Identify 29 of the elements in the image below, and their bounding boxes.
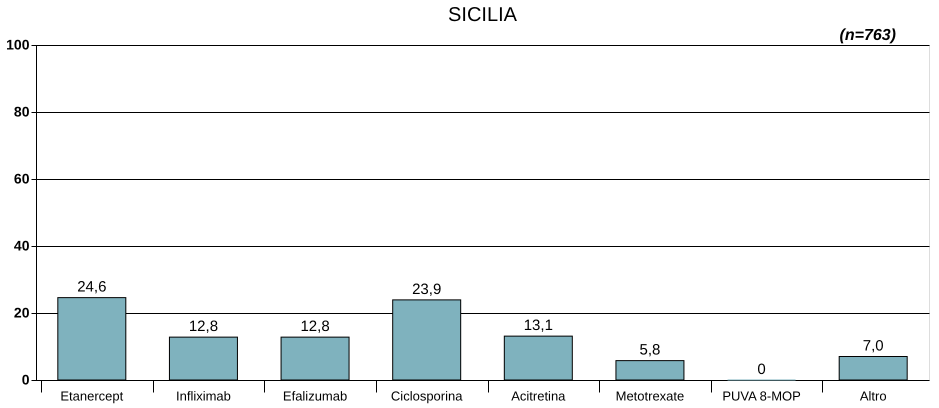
x-tick-label: Efalizumab	[282, 388, 348, 404]
data-label: 24,6	[77, 278, 106, 296]
bar	[168, 336, 238, 380]
x-tick-label: Metotrexate	[616, 388, 684, 404]
x-tick-label: PUVA 8-MOP	[722, 388, 801, 404]
data-label: 12,8	[188, 318, 218, 336]
data-label: 12,8	[300, 318, 330, 336]
y-tick-label: 20	[14, 304, 30, 320]
x-tick-label: Ciclosporina	[390, 388, 464, 404]
bar	[838, 356, 908, 380]
y-tick-label: 100	[6, 36, 30, 52]
data-label: 13,1	[524, 317, 553, 334]
bar	[504, 336, 573, 380]
data-label: 23,9	[412, 280, 442, 298]
data-label: 0	[757, 361, 766, 378]
y-tick-label: 80	[14, 104, 30, 120]
bar	[615, 360, 684, 380]
y-tick-label: 0	[22, 372, 30, 388]
text: (n=763)	[840, 27, 896, 44]
x-tick-label: Infliximab	[176, 388, 231, 404]
y-tick-label: 40	[14, 238, 30, 254]
data-label: 7,0	[862, 338, 884, 355]
data-label: 5,8	[640, 342, 660, 359]
bar	[280, 336, 350, 380]
x-tick-label: Altro	[860, 388, 887, 404]
y-tick-label: 60	[14, 170, 30, 186]
chart-title: SICILIA	[448, 4, 518, 26]
x-tick-label: Acitretina	[511, 388, 566, 404]
x-tick-label: Etanercept	[60, 388, 124, 404]
